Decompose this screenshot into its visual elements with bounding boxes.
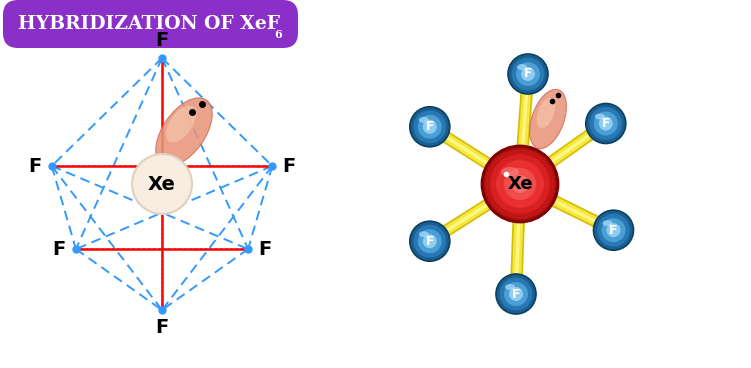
Circle shape (590, 107, 622, 140)
Ellipse shape (529, 89, 566, 149)
Circle shape (499, 277, 532, 310)
Ellipse shape (419, 117, 429, 123)
Circle shape (593, 210, 634, 250)
Circle shape (597, 214, 630, 247)
Text: F: F (53, 240, 66, 259)
Text: F: F (155, 318, 169, 337)
Circle shape (496, 274, 536, 314)
Circle shape (508, 54, 548, 94)
Circle shape (504, 168, 536, 200)
Ellipse shape (595, 113, 605, 120)
Circle shape (511, 175, 529, 193)
Text: F: F (29, 156, 42, 176)
Text: HYBRIDIZATION OF XeF: HYBRIDIZATION OF XeF (18, 15, 280, 33)
Circle shape (594, 112, 618, 135)
Text: 6: 6 (274, 29, 282, 40)
Circle shape (413, 110, 446, 143)
Text: F: F (602, 117, 610, 130)
Ellipse shape (419, 231, 429, 237)
Circle shape (516, 62, 540, 86)
Text: F: F (258, 240, 271, 259)
Text: F: F (511, 287, 520, 301)
Circle shape (485, 149, 555, 219)
Circle shape (511, 58, 544, 91)
Text: Xe: Xe (507, 175, 532, 193)
Text: Xe: Xe (148, 174, 176, 194)
Circle shape (482, 146, 558, 222)
Text: F: F (609, 224, 618, 237)
Circle shape (418, 115, 442, 139)
Text: F: F (426, 235, 434, 248)
Circle shape (509, 287, 523, 301)
Text: F: F (523, 67, 532, 81)
Circle shape (490, 154, 550, 214)
Circle shape (602, 218, 626, 242)
Text: F: F (426, 120, 434, 133)
Circle shape (418, 229, 442, 253)
Ellipse shape (517, 64, 527, 70)
Circle shape (496, 160, 544, 208)
Ellipse shape (505, 284, 515, 290)
Text: F: F (155, 31, 169, 50)
Ellipse shape (602, 220, 613, 226)
Ellipse shape (501, 167, 519, 177)
Circle shape (413, 225, 446, 258)
Ellipse shape (155, 98, 213, 166)
FancyBboxPatch shape (3, 0, 298, 48)
Circle shape (521, 67, 535, 81)
Circle shape (607, 223, 620, 237)
Ellipse shape (166, 106, 196, 142)
Circle shape (423, 120, 437, 134)
Circle shape (586, 103, 626, 144)
Circle shape (504, 282, 528, 306)
Text: F: F (282, 156, 295, 176)
Circle shape (423, 234, 437, 248)
Ellipse shape (537, 98, 555, 128)
Circle shape (410, 107, 450, 147)
Circle shape (599, 117, 613, 131)
Circle shape (410, 221, 450, 261)
Circle shape (132, 154, 192, 214)
